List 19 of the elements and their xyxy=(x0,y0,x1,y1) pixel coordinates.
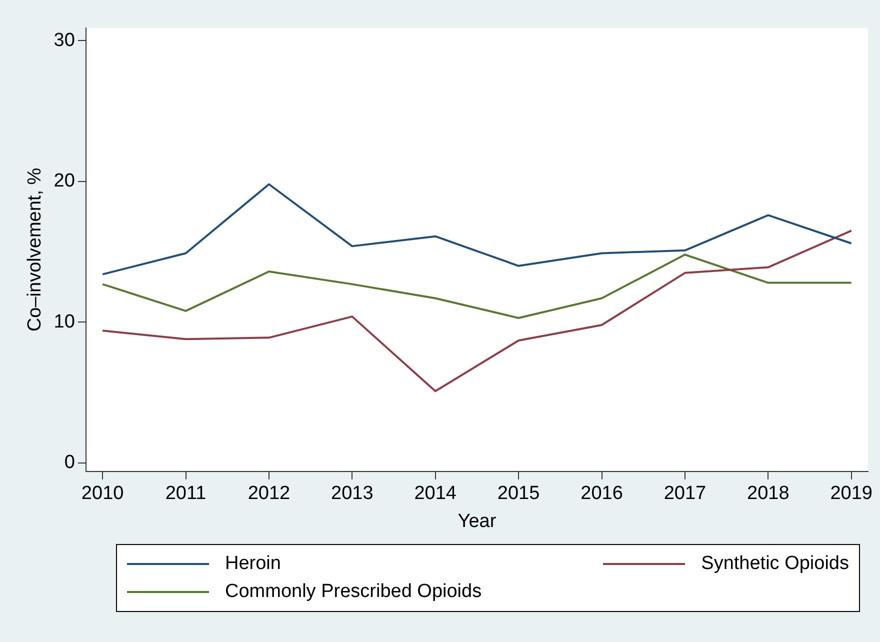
legend-label: Heroin xyxy=(225,553,281,575)
x-tick-label: 2014 xyxy=(414,483,457,504)
x-tick-label: 2011 xyxy=(165,483,206,504)
legend-label: Synthetic Opioids xyxy=(701,553,849,575)
x-tick-label: 2017 xyxy=(664,483,706,504)
y-tick-label: 30 xyxy=(54,30,75,51)
x-tick-label: 2019 xyxy=(830,483,872,504)
x-tick-label: 2010 xyxy=(81,483,124,504)
y-tick-label: 0 xyxy=(64,452,75,474)
x-tick-label: 2013 xyxy=(331,483,374,504)
y-axis-title: Co–involvement, % xyxy=(24,168,46,332)
x-tick-label: 2016 xyxy=(580,483,623,504)
y-tick-label: 10 xyxy=(54,311,75,332)
x-tick-label: 2015 xyxy=(497,483,540,504)
x-tick-label: 2012 xyxy=(248,483,290,504)
legend-label: Commonly Prescribed Opioids xyxy=(225,581,482,603)
x-tick-label: 2018 xyxy=(747,483,790,504)
y-tick-label: 20 xyxy=(54,170,75,192)
x-axis-title: Year xyxy=(458,510,497,532)
